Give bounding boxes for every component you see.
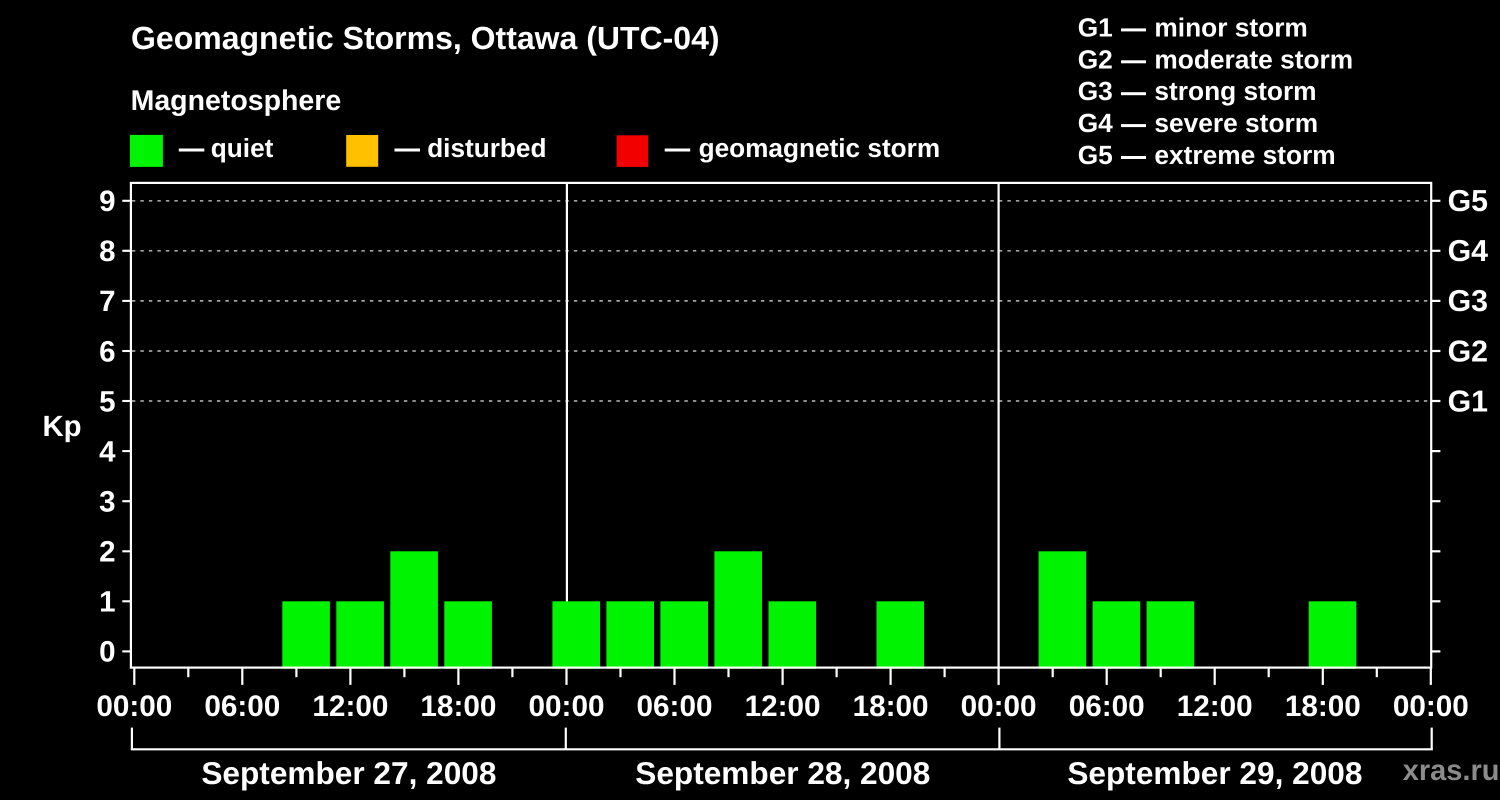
svg-text:G3: G3: [1078, 76, 1113, 106]
svg-text:12:00: 12:00: [312, 690, 388, 723]
svg-text:September 28, 2008: September 28, 2008: [635, 755, 930, 791]
svg-text:disturbed: disturbed: [427, 133, 546, 163]
svg-text:G1: G1: [1078, 12, 1113, 42]
svg-text:7: 7: [99, 285, 115, 318]
svg-text:September 29, 2008: September 29, 2008: [1067, 755, 1362, 791]
svg-text:1: 1: [99, 586, 115, 619]
svg-text:12:00: 12:00: [745, 690, 821, 723]
svg-text:3: 3: [99, 486, 115, 519]
svg-text:18:00: 18:00: [1285, 690, 1361, 723]
svg-text:G5: G5: [1448, 185, 1488, 218]
svg-text:geomagnetic storm: geomagnetic storm: [699, 133, 941, 163]
svg-text:xras.ru: xras.ru: [1403, 755, 1500, 787]
svg-text:18:00: 18:00: [420, 690, 496, 723]
svg-text:September 27, 2008: September 27, 2008: [201, 755, 496, 791]
svg-text:strong storm: strong storm: [1154, 76, 1316, 106]
svg-text:G1: G1: [1448, 385, 1488, 418]
svg-text:Geomagnetic Storms, Ottawa (UT: Geomagnetic Storms, Ottawa (UTC-04): [131, 20, 720, 56]
svg-text:2: 2: [99, 536, 115, 569]
svg-text:18:00: 18:00: [853, 690, 929, 723]
svg-text:extreme storm: extreme storm: [1154, 140, 1335, 170]
svg-text:severe storm: severe storm: [1154, 108, 1318, 138]
svg-text:minor storm: minor storm: [1154, 12, 1307, 42]
svg-text:quiet: quiet: [211, 133, 274, 163]
svg-text:5: 5: [99, 385, 115, 418]
svg-text:4: 4: [99, 435, 116, 468]
svg-text:G4: G4: [1448, 235, 1489, 268]
svg-text:G5: G5: [1078, 140, 1113, 170]
svg-text:0: 0: [99, 636, 115, 669]
svg-text:00:00: 00:00: [529, 690, 605, 723]
svg-text:8: 8: [99, 235, 115, 268]
svg-text:G2: G2: [1078, 44, 1113, 74]
svg-text:G3: G3: [1448, 285, 1488, 318]
svg-text:06:00: 06:00: [637, 690, 713, 723]
svg-text:00:00: 00:00: [961, 690, 1037, 723]
svg-text:00:00: 00:00: [1393, 690, 1469, 723]
svg-text:moderate storm: moderate storm: [1154, 44, 1353, 74]
svg-text:06:00: 06:00: [1069, 690, 1145, 723]
svg-text:00:00: 00:00: [96, 690, 172, 723]
svg-text:Magnetosphere: Magnetosphere: [131, 85, 342, 117]
svg-text:Kp: Kp: [43, 410, 82, 443]
svg-text:G2: G2: [1448, 335, 1488, 368]
svg-text:06:00: 06:00: [204, 690, 280, 723]
svg-text:G4: G4: [1078, 108, 1113, 138]
svg-text:6: 6: [99, 335, 115, 368]
svg-text:12:00: 12:00: [1177, 690, 1253, 723]
svg-text:9: 9: [99, 185, 115, 218]
